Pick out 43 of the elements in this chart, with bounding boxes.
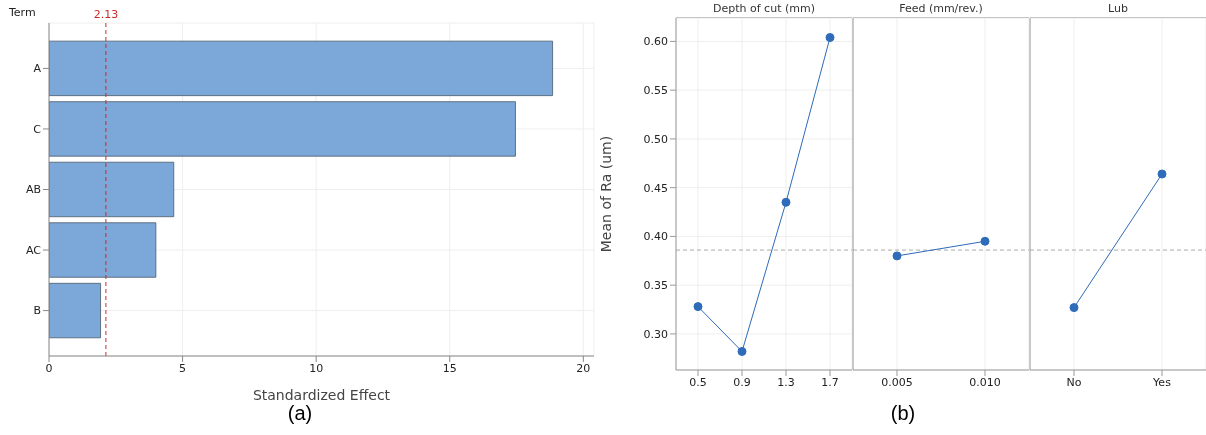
y-tick-label: B bbox=[33, 304, 41, 318]
bar bbox=[49, 282, 101, 339]
x-tick-label: 0.010 bbox=[969, 375, 1001, 389]
x-tick-label: No bbox=[1066, 375, 1082, 389]
x-tick-label: 0 bbox=[45, 361, 53, 375]
chart-title: Lub bbox=[1030, 0, 1206, 18]
bar bbox=[49, 161, 175, 218]
x-tick-label: 1.7 bbox=[821, 375, 839, 389]
y-axis-title: Mean of Ra (um) bbox=[597, 135, 614, 253]
ref-line-label: 2.13 bbox=[93, 8, 119, 21]
point bbox=[781, 197, 791, 207]
y-tick-label: 0.30 bbox=[643, 327, 668, 341]
x-tick-label: 20 bbox=[576, 361, 591, 375]
x-tick-label: 5 bbox=[179, 361, 187, 375]
point bbox=[693, 302, 703, 312]
y-tick-label: C bbox=[33, 122, 42, 136]
text: (b) bbox=[889, 402, 917, 425]
x-tick-label: 10 bbox=[309, 361, 324, 375]
bar bbox=[49, 222, 157, 278]
y-tick-label: AC bbox=[25, 243, 42, 257]
chart-title: Depth of cut (mm) bbox=[676, 0, 852, 18]
x-tick-label: 0.5 bbox=[689, 375, 707, 389]
bar bbox=[49, 40, 553, 97]
y-tick-label: 0.60 bbox=[643, 35, 668, 49]
y-tick-label: 0.55 bbox=[643, 84, 668, 98]
point bbox=[825, 33, 835, 42]
x-tick-label: 0.005 bbox=[881, 375, 913, 389]
x-tick-label: 1.3 bbox=[777, 375, 795, 389]
y-tick-label: 0.45 bbox=[643, 181, 668, 195]
y-tick-label: 0.40 bbox=[643, 230, 668, 244]
x-tick-label: 0.9 bbox=[733, 375, 751, 389]
x-tick-label: 15 bbox=[442, 361, 457, 375]
y-tick-label: AB bbox=[25, 183, 41, 197]
point bbox=[737, 346, 747, 356]
y-axis-title: Term bbox=[9, 6, 36, 19]
chart-title: Feed (mm/rev.) bbox=[853, 0, 1029, 18]
x-tick-label: Yes bbox=[1152, 375, 1172, 389]
x-axis-title: Standardized Effect bbox=[252, 387, 391, 403]
y-tick-label: 0.50 bbox=[643, 132, 668, 146]
y-tick-label: 0.35 bbox=[643, 279, 668, 293]
y-tick-label: A bbox=[33, 62, 42, 76]
text: (a) bbox=[286, 402, 314, 425]
bar bbox=[49, 101, 516, 157]
